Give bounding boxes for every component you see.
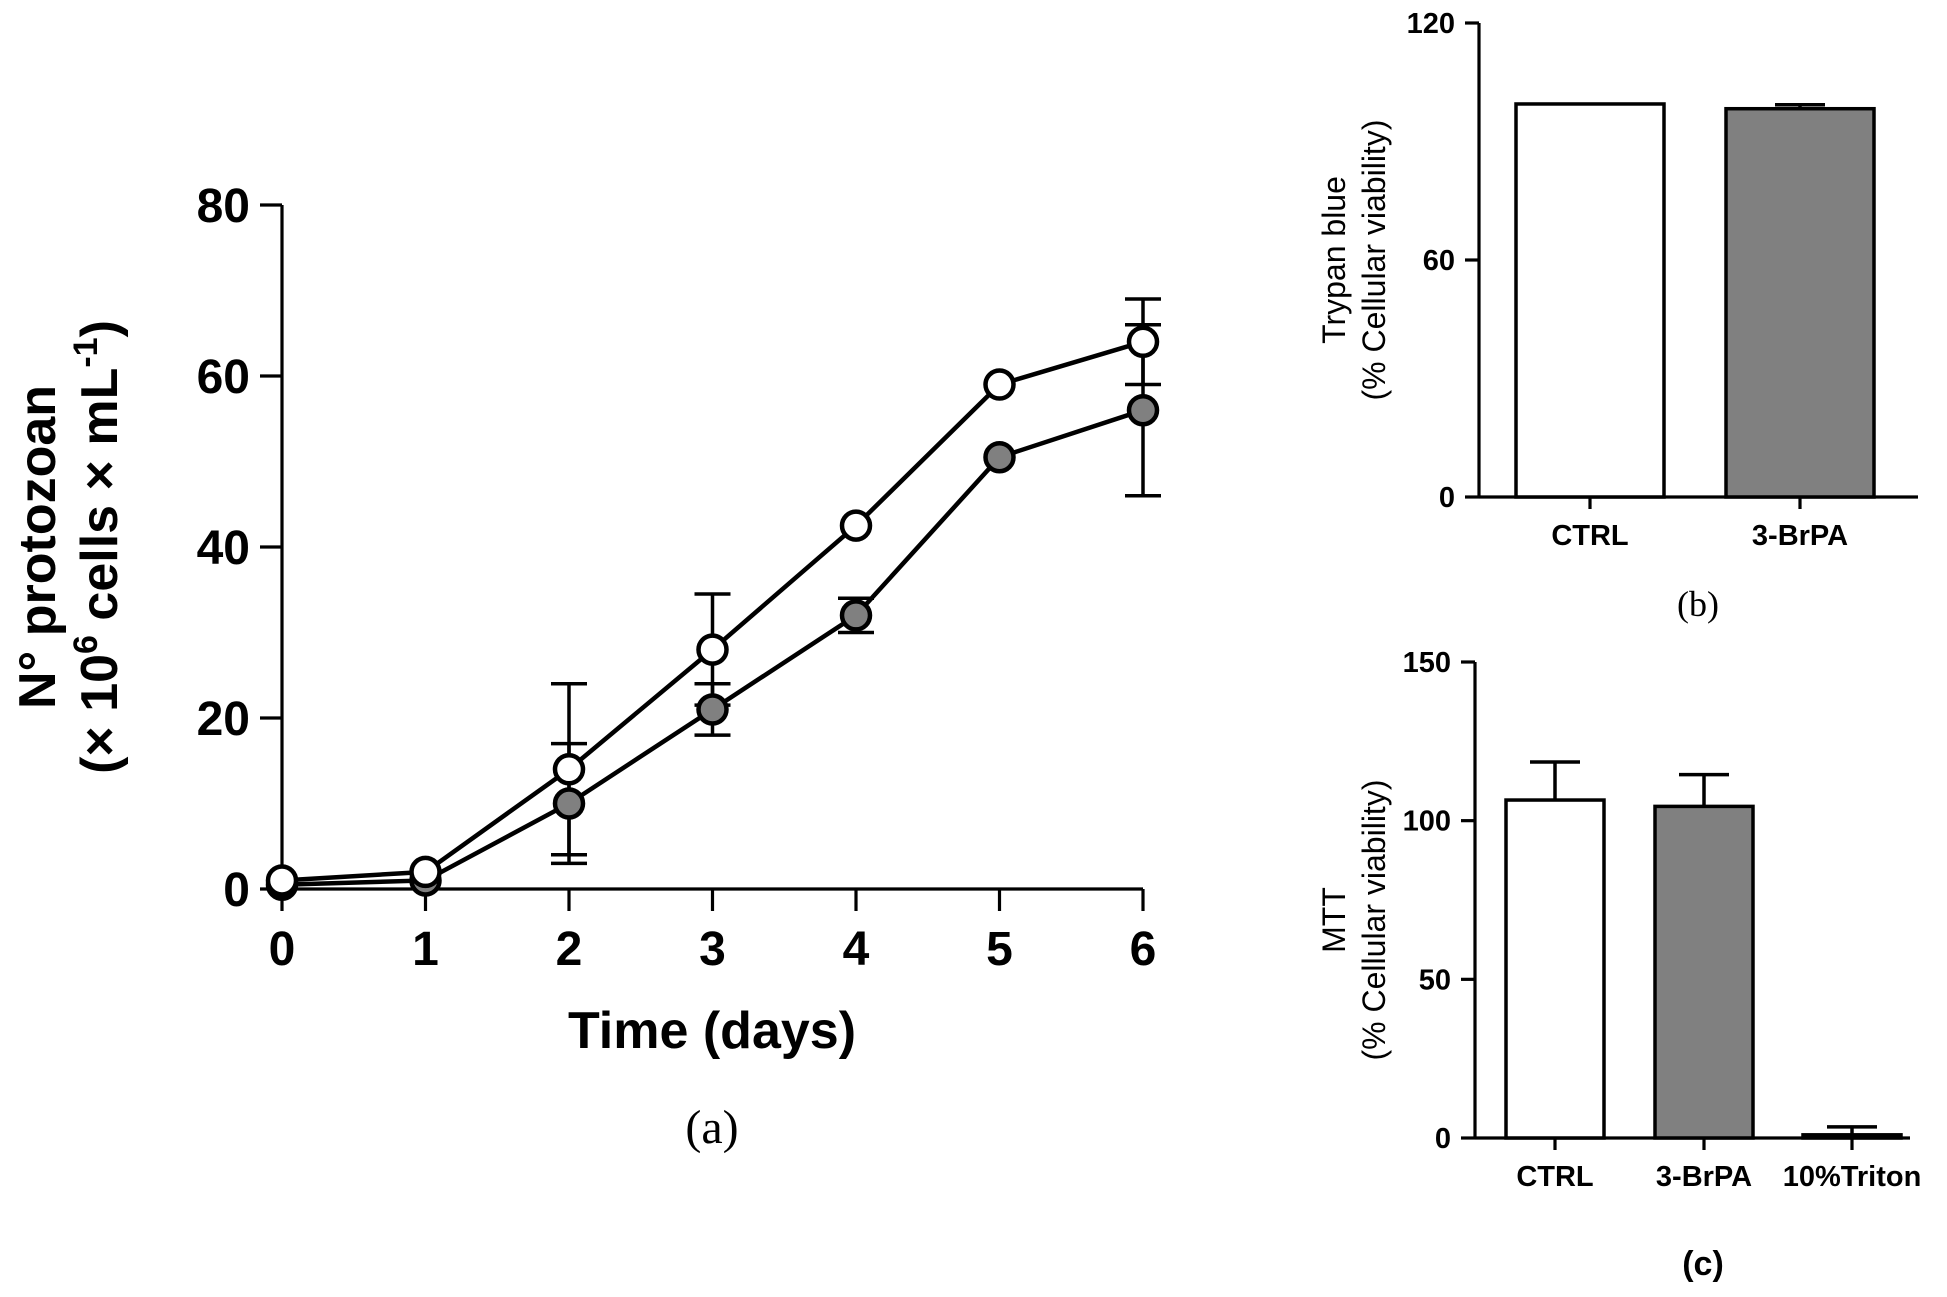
chart-a-point	[1126, 325, 1160, 359]
chart-a-x-axis-label: Time (days)	[568, 1002, 856, 1060]
chart-b-y-tick-label: 120	[1407, 8, 1455, 40]
y-label-sup2: -1	[67, 337, 105, 367]
chart-a-y-tick-label: 80	[197, 180, 250, 233]
y-label-sup1: 6	[67, 635, 105, 654]
chart-a: 0 20 40 60 80 0 1 2 3 4 5 6 Time (days) N° protozo…	[9, 180, 1161, 1154]
y-label-prefix: (× 10	[71, 654, 129, 774]
chart-b-bar	[1514, 102, 1666, 499]
chart-a-point	[265, 864, 299, 897]
chart-a-x-tick-label: 4	[843, 923, 870, 976]
chart-b-panel-label: (b)	[1677, 584, 1719, 624]
chart-b-x-tick-label: CTRL	[1551, 520, 1628, 552]
chart-a-y-tick-label: 20	[197, 693, 250, 746]
chart-c-y-tick-label: 0	[1435, 1123, 1451, 1155]
y-label-mid: cells × mL	[71, 368, 129, 635]
chart-a-point	[839, 509, 873, 542]
chart-c-y-tick-label: 100	[1403, 806, 1451, 838]
chart-a-point	[552, 753, 586, 786]
chart-c-x-tick-label: CTRL	[1516, 1161, 1593, 1193]
y-label-suffix: )	[71, 320, 129, 337]
chart-a-point	[409, 855, 442, 889]
chart-a-x-tick-label: 0	[269, 923, 296, 976]
chart-a-point	[696, 633, 729, 666]
chart-c-y-axis-label-line2: (% Cellular viability)	[1356, 780, 1392, 1061]
chart-a-point	[839, 599, 873, 632]
chart-a-y-tick-label: 40	[197, 522, 250, 575]
chart-c-bar	[1653, 804, 1755, 1140]
chart-a-y-axis-label: N° protozoan (× 106 cells × mL-1)	[9, 320, 129, 774]
chart-a-y-tick-label: 0	[223, 864, 250, 917]
chart-b-bar	[1724, 106, 1876, 499]
chart-b: 0 60 120 CTRL 3-BrPA Trypan blue (% Cellula…	[1316, 8, 1918, 624]
chart-c-panel-label: (c)	[1682, 1245, 1724, 1283]
chart-a-point	[696, 693, 729, 726]
chart-a-y-tick-label: 60	[197, 351, 250, 404]
chart-b-y-tick-label: 0	[1439, 482, 1455, 514]
chart-b-y-axis-label-line2: (% Cellular viability)	[1356, 120, 1392, 401]
chart-a-point	[1126, 393, 1160, 427]
chart-a-point	[983, 440, 1016, 474]
chart-b-x-tick-label: 3-BrPA	[1752, 520, 1848, 552]
chart-b-y-axis-label-line1: Trypan blue	[1316, 176, 1352, 344]
chart-a-panel-label: (a)	[685, 1101, 738, 1154]
chart-a-x-tick-label: 6	[1130, 923, 1157, 976]
chart-c-bar	[1504, 798, 1606, 1140]
chart-a-x-tick-label: 2	[556, 923, 583, 976]
chart-a-x-tick-label: 3	[699, 923, 726, 976]
chart-c-y-axis-label: MTT (% Cellular viability)	[1316, 780, 1392, 1061]
chart-c-x-tick-label: 10%Triton	[1783, 1161, 1922, 1193]
chart-b-y-axis-label: Trypan blue (% Cellular viability)	[1316, 120, 1392, 401]
chart-a-point	[552, 787, 586, 820]
chart-a-x-tick-label: 5	[986, 923, 1013, 976]
chart-a-x-tick-label: 1	[412, 923, 439, 976]
chart-a-y-axis-label-line1: N° protozoan	[9, 385, 67, 709]
chart-c-y-axis-label-line1: MTT	[1316, 887, 1352, 953]
chart-a-y-axis-label-line2: (× 106 cells × mL-1)	[67, 320, 129, 774]
chart-c-x-tick-label: 3-BrPA	[1656, 1161, 1752, 1193]
chart-c: 0 50 100 150 CTRL 3-BrPA 10%Triton MTT (% Cel…	[1316, 647, 1921, 1283]
chart-c-y-tick-label: 50	[1419, 964, 1451, 996]
chart-a-point	[983, 368, 1016, 401]
chart-b-y-tick-label: 60	[1423, 245, 1455, 277]
chart-c-y-tick-label: 150	[1403, 647, 1451, 679]
chart-c-bar	[1801, 1133, 1903, 1140]
